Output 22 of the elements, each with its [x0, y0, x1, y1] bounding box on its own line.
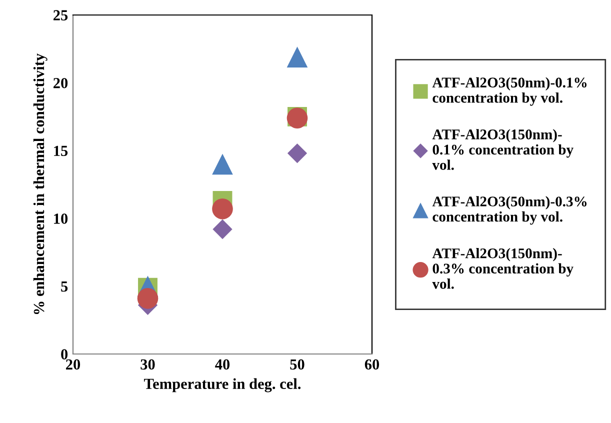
- point: [286, 46, 308, 68]
- y-axis-title: % enhancement in thermal conductivity: [33, 54, 48, 314]
- y-tick-label: 0: [61, 349, 68, 360]
- y-tick-label: 10: [54, 214, 68, 224]
- legend-label: ATF-Al2O3(50nm)-0.3% concentration by vol.: [432, 196, 587, 225]
- x-axis-title: Temperature in deg. cel.: [144, 378, 301, 392]
- legend-label: ATF-Al2O3(150nm)- 0.3% concentration by vol.: [432, 248, 574, 289]
- x-tick-label: 60: [364, 359, 380, 370]
- y-tick-label: 20: [54, 78, 68, 88]
- point: [212, 154, 233, 175]
- point: [137, 288, 158, 309]
- y-tick-label: 25: [54, 10, 68, 20]
- y-tick-label: 5: [61, 281, 68, 292]
- legend-label: ATF-Al2O3(150nm)- 0.1% concentration by vol.: [432, 129, 574, 170]
- x-tick-label: 30: [140, 359, 155, 370]
- x-tick-label: 40: [215, 359, 230, 370]
- point: [212, 198, 233, 220]
- point: [212, 219, 232, 240]
- point: [287, 143, 308, 164]
- y-tick-label: 15: [54, 146, 68, 156]
- legend-label: ATF-Al2O3(50nm)-0.1% concentration by vol.: [432, 77, 587, 106]
- x-tick-label: 50: [290, 359, 304, 370]
